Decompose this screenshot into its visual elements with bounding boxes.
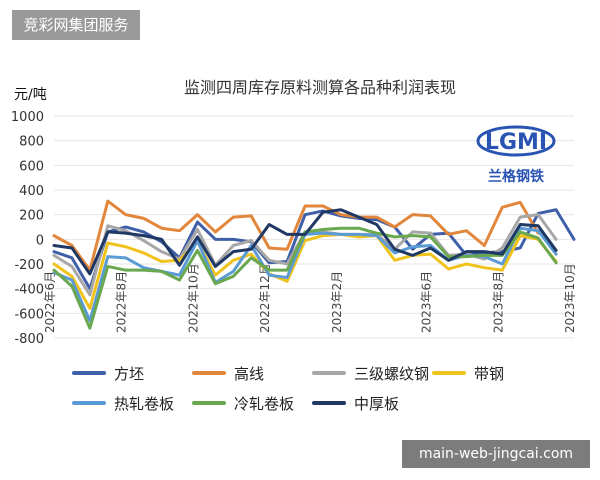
legend-swatch: [72, 401, 106, 405]
y-tick-label: -200: [14, 258, 44, 273]
watermark-text: main-web-jingcai.com: [418, 446, 574, 462]
site-label-text: 竞彩网集团服务: [23, 16, 129, 34]
legend-item-1: 高线: [192, 358, 312, 388]
legend-item-5: 冷轧卷板: [192, 388, 312, 418]
series-line-1: [52, 199, 540, 272]
y-tick-label: 400: [19, 184, 44, 199]
x-tick-label: 2022年12月: [258, 263, 272, 333]
legend-item-3: 带钢: [432, 358, 552, 388]
legend-label: 中厚板: [354, 394, 400, 413]
y-tick-label: 600: [19, 159, 44, 174]
x-tick-label: 2023年10月: [563, 263, 577, 333]
watermark-badge: main-web-jingcai.com: [402, 440, 590, 468]
x-tick-label: 2022年10月: [186, 263, 200, 333]
lgmi-logo-mark: LGMI: [476, 125, 556, 157]
y-tick-label: -800: [14, 332, 44, 347]
x-tick-labels: 2022年6月 2022年8月 2022年10月 2022年12月 2023年2月 202…: [43, 263, 577, 333]
legend-label: 冷轧卷板: [234, 394, 295, 413]
series-line-6: [52, 208, 558, 276]
x-tick-label: 2023年2月: [330, 271, 344, 333]
y-tick-label: 1000: [11, 110, 44, 125]
chart-title: 监测四周库存原料测算各品种利润表现: [183, 78, 456, 97]
legend-swatch: [432, 371, 466, 375]
legend-item-0: 方坯: [72, 358, 192, 388]
x-tick-label: 2023年6月: [420, 271, 434, 333]
logo-sub-text: 兰格钢铁: [488, 169, 544, 185]
legend-label: 带钢: [474, 364, 505, 383]
legend-label: 三级螺纹钢: [354, 364, 430, 383]
chart-legend: 方坯 高线 三级螺纹钢 带钢热轧卷板 冷轧卷板 中厚板: [72, 358, 562, 418]
y-tick-label: -600: [14, 307, 44, 322]
y-tick-label: 0: [36, 233, 44, 248]
legend-item-2: 三级螺纹钢: [312, 358, 432, 388]
series-line-5: [52, 226, 558, 330]
y-tick-label: -400: [14, 283, 44, 298]
y-tick-labels: 1000 800 600 400 200 0 -200 -400 -600 -800: [11, 110, 44, 347]
legend-item-6: 中厚板: [312, 388, 432, 418]
x-tick-label: 2022年8月: [115, 271, 129, 333]
legend-swatch: [312, 401, 346, 405]
series-lines: [52, 199, 576, 330]
x-tick-label: 2023年8月: [491, 271, 505, 333]
legend-label: 高线: [234, 364, 265, 383]
legend-swatch: [312, 371, 346, 375]
x-tick-label: 2022年6月: [43, 271, 57, 333]
logo-main-text: LGMI: [485, 130, 547, 155]
legend-label: 方坯: [114, 364, 145, 383]
legend-item-4: 热轧卷板: [72, 388, 192, 418]
legend-swatch: [192, 401, 226, 405]
lgmi-logo: LGMI 兰格钢铁: [474, 120, 558, 186]
legend-swatch: [72, 371, 106, 375]
y-axis-unit-label: 元/吨: [14, 87, 47, 103]
y-tick-label: 800: [19, 135, 44, 150]
legend-swatch: [192, 371, 226, 375]
y-tick-label: 200: [19, 209, 44, 224]
legend-label: 热轧卷板: [114, 394, 175, 413]
series-line-3: [52, 232, 558, 310]
site-label-badge: 竞彩网集团服务: [12, 10, 140, 40]
